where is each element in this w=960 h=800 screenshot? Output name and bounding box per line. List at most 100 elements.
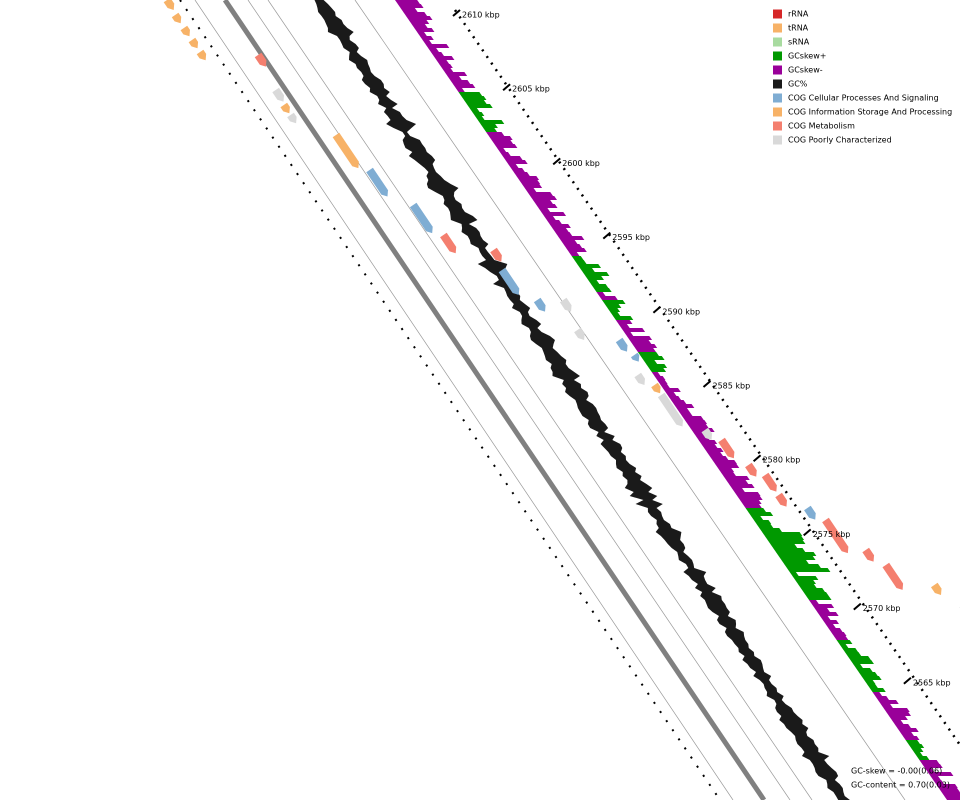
gc-skew-segment: [632, 344, 658, 348]
gc-skew-segment: [706, 452, 724, 456]
gene-feature: [718, 437, 735, 459]
gc-skew-segment: [902, 736, 920, 740]
legend-label: sRNA: [788, 38, 810, 47]
gene-feature: [651, 382, 661, 394]
gc-skew-segment: [651, 372, 661, 376]
gc-skew-segment: [800, 588, 826, 592]
gc-skew-segment: [535, 204, 558, 208]
gc-skew-segment: [792, 576, 819, 580]
gc-skew-segment: [786, 568, 831, 572]
gene-feature: [171, 12, 182, 24]
gc-skew-segment: [847, 656, 871, 660]
gc-skew-segment: [579, 268, 595, 272]
gc-skew-segment: [770, 544, 798, 548]
gc-skew-segment: [820, 616, 831, 620]
gc-skew-segment: [690, 428, 715, 432]
gc-skew-segment: [439, 64, 453, 68]
gc-skew-segment: [938, 788, 960, 792]
gc-skew-segment: [905, 740, 920, 744]
major-tick: [853, 602, 862, 611]
gc-skew-segment: [778, 556, 816, 560]
gc-skew-segment: [414, 28, 435, 32]
legend-label: COG Information Storage And Processing: [788, 108, 952, 117]
gc-skew-segment: [613, 316, 634, 320]
legend-label: GC%: [788, 80, 808, 89]
gc-skew-segment: [831, 632, 847, 636]
legend-swatch: [773, 23, 782, 33]
gene-feature: [272, 87, 285, 102]
gc-skew-segment: [502, 156, 523, 160]
gc-skew-segment: [599, 296, 618, 300]
gc-skew-segment: [935, 784, 958, 788]
gene-feature: [490, 247, 502, 262]
gc-skew-segment: [607, 308, 621, 312]
gc-skew-segment: [715, 464, 740, 468]
gc-skew-segment: [872, 692, 883, 696]
gc-skew-segment: [643, 360, 658, 364]
backbone: [222, 0, 767, 800]
gc-skew-segment: [662, 388, 681, 392]
gc-skew-segment: [836, 640, 853, 644]
gene-feature: [440, 232, 457, 254]
gene-feature: [630, 352, 640, 362]
gc-skew-segment: [927, 772, 954, 776]
gc-skew-segment: [577, 264, 602, 268]
ring-line: [247, 0, 791, 800]
gc-skew-segment: [922, 764, 943, 768]
gc-skew-segment: [891, 720, 904, 724]
major-tick: [752, 454, 762, 462]
gc-skew-segment: [742, 504, 762, 508]
gc-skew-segment: [397, 4, 424, 8]
gene-feature: [745, 462, 757, 477]
gc-skew-segment: [916, 756, 930, 760]
gene-feature: [657, 392, 683, 427]
gc-skew-segment: [924, 768, 935, 772]
gc-skew-segment: [626, 336, 653, 340]
gc-skew-segment: [488, 136, 513, 140]
gc-skew-segment: [811, 604, 835, 608]
gc-skew-segment: [784, 564, 821, 568]
gc-skew-segment: [861, 676, 882, 680]
gc-skew-segment: [491, 140, 514, 144]
gc-skew-segment: [654, 376, 666, 380]
major-tick: [552, 157, 561, 166]
gc-skew-segment: [679, 412, 693, 416]
legend-label: COG Poorly Characterized: [788, 136, 892, 145]
gc-skew-segment: [604, 304, 622, 308]
gc-skew-segment: [469, 108, 480, 112]
gc-skew-segment: [723, 476, 750, 480]
gc-skew-segment: [549, 224, 571, 228]
gc-skew-segment: [455, 88, 465, 92]
gc-skew-segment: [704, 448, 724, 452]
gc-skew-segment: [919, 760, 940, 764]
tick-label: 2605 kbp: [512, 85, 550, 94]
gene-feature: [634, 372, 645, 385]
gc-skew-segment: [430, 52, 444, 56]
gc-skew-segment: [574, 260, 587, 264]
gc-skew-segment: [530, 196, 558, 200]
gc-skew-segment: [499, 152, 511, 156]
major-tick: [903, 677, 912, 685]
gc-skew-segment: [911, 748, 924, 752]
gc-skew-segment: [809, 600, 819, 604]
gc-skew-segment: [486, 132, 505, 136]
gc-skew-segment: [464, 100, 487, 104]
gc-skew-segment: [527, 192, 554, 196]
legend-swatch: [773, 79, 782, 89]
gc-skew-segment: [930, 776, 941, 780]
gc-skew-segment: [657, 380, 668, 384]
gc-skew-segment: [894, 724, 911, 728]
gc-skew-segment: [610, 312, 621, 316]
gene-feature: [930, 582, 942, 595]
ring-line: [267, 0, 813, 800]
legend-swatch: [773, 65, 782, 75]
gc-skew-segment: [541, 212, 567, 216]
gc-skew-segment: [756, 524, 774, 528]
gc-skew-segment: [941, 792, 960, 796]
gc-skew-segment: [745, 508, 766, 512]
gc-skew-segment: [855, 668, 873, 672]
gc-skew-segment: [684, 420, 708, 424]
gene-feature: [882, 562, 904, 590]
tick-label: 2590 kbp: [662, 307, 700, 316]
